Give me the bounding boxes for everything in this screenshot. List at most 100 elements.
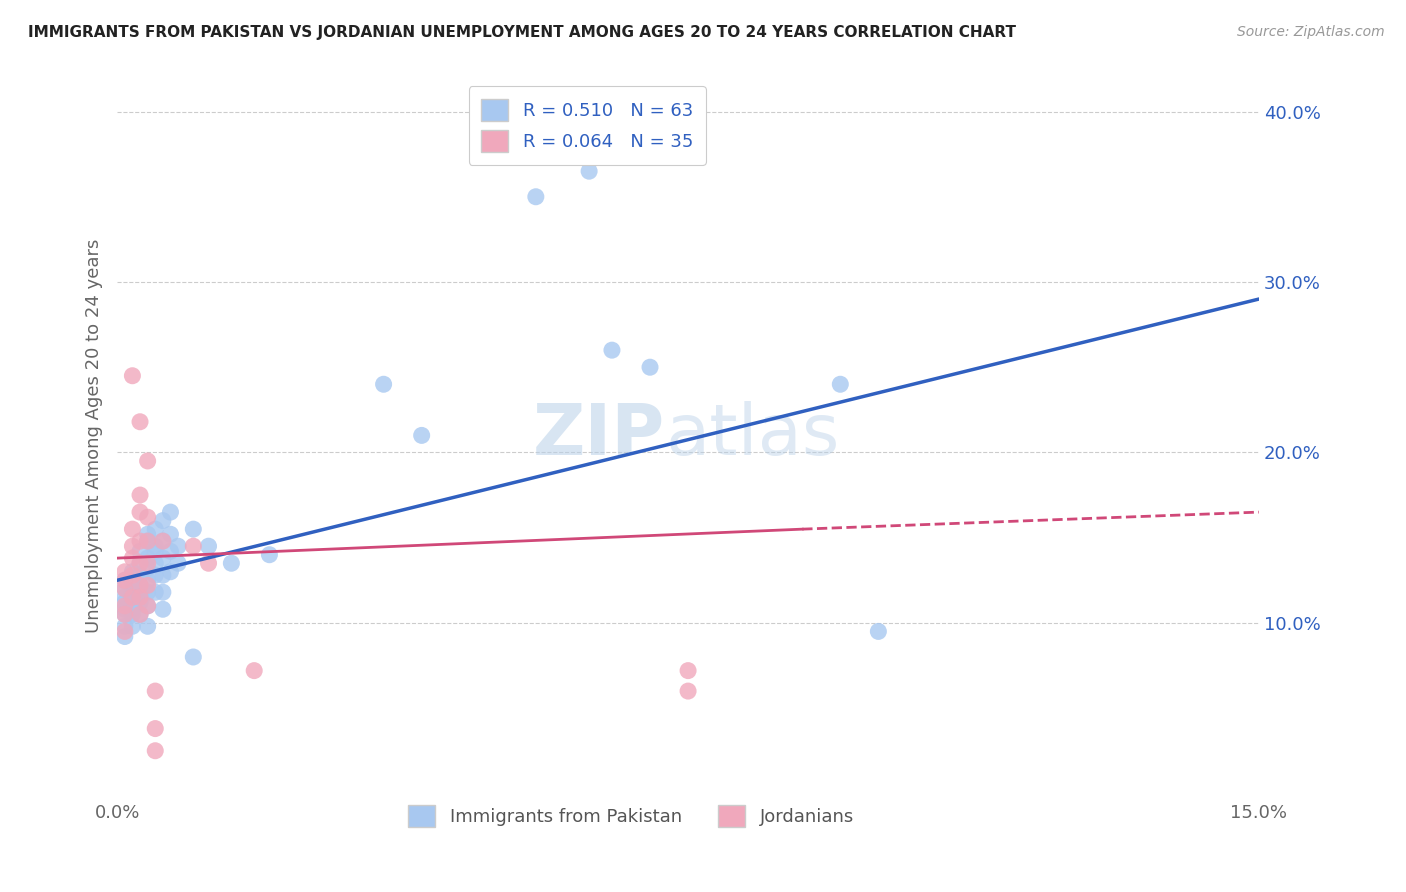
Point	[243, 664, 266, 678]
Point	[181, 650, 204, 665]
Point	[143, 539, 166, 553]
Point	[136, 534, 159, 549]
Point	[136, 510, 159, 524]
Point	[121, 568, 143, 582]
Point	[181, 522, 204, 536]
Point	[129, 415, 152, 429]
Point	[524, 190, 547, 204]
Point	[129, 595, 152, 609]
Point	[129, 556, 152, 570]
Point	[159, 505, 181, 519]
Point	[136, 619, 159, 633]
Point	[167, 556, 190, 570]
Point	[121, 368, 143, 383]
Point	[868, 624, 890, 639]
Point	[152, 602, 174, 616]
Point	[114, 607, 136, 622]
Point	[159, 544, 181, 558]
Point	[129, 591, 152, 605]
Point	[830, 377, 852, 392]
Point	[129, 578, 152, 592]
Point	[676, 684, 699, 698]
Point	[136, 599, 159, 613]
Point	[159, 565, 181, 579]
Point	[114, 591, 136, 605]
Point	[129, 488, 152, 502]
Point	[114, 599, 136, 613]
Point	[638, 360, 661, 375]
Point	[600, 343, 623, 358]
Point	[121, 591, 143, 605]
Point	[411, 428, 433, 442]
Point	[114, 565, 136, 579]
Point	[114, 574, 136, 588]
Point	[121, 599, 143, 613]
Point	[129, 568, 152, 582]
Point	[143, 522, 166, 536]
Point	[136, 585, 159, 599]
Point	[143, 544, 166, 558]
Point	[136, 599, 159, 613]
Point	[121, 591, 143, 605]
Point	[197, 556, 219, 570]
Point	[136, 527, 159, 541]
Point	[129, 607, 152, 622]
Point	[121, 565, 143, 579]
Point	[114, 624, 136, 639]
Point	[129, 534, 152, 549]
Point	[143, 744, 166, 758]
Point	[121, 574, 143, 588]
Point	[114, 630, 136, 644]
Point	[121, 551, 143, 566]
Point	[578, 164, 600, 178]
Point	[167, 539, 190, 553]
Legend: Immigrants from Pakistan, Jordanians: Immigrants from Pakistan, Jordanians	[401, 798, 860, 834]
Point	[114, 574, 136, 588]
Point	[114, 602, 136, 616]
Point	[136, 561, 159, 575]
Text: Source: ZipAtlas.com: Source: ZipAtlas.com	[1237, 25, 1385, 39]
Point	[676, 664, 699, 678]
Text: atlas: atlas	[665, 401, 839, 470]
Point	[136, 574, 159, 588]
Point	[136, 534, 159, 549]
Text: IMMIGRANTS FROM PAKISTAN VS JORDANIAN UNEMPLOYMENT AMONG AGES 20 TO 24 YEARS COR: IMMIGRANTS FROM PAKISTAN VS JORDANIAN UN…	[28, 25, 1017, 40]
Point	[129, 578, 152, 592]
Point	[121, 585, 143, 599]
Point	[143, 556, 166, 570]
Point	[129, 556, 152, 570]
Point	[221, 556, 243, 570]
Point	[129, 591, 152, 605]
Point	[136, 556, 159, 570]
Point	[114, 607, 136, 622]
Point	[143, 568, 166, 582]
Point	[152, 551, 174, 566]
Point	[136, 454, 159, 468]
Point	[159, 527, 181, 541]
Point	[143, 722, 166, 736]
Point	[136, 551, 159, 566]
Text: ZIP: ZIP	[533, 401, 665, 470]
Point	[121, 607, 143, 622]
Point	[114, 619, 136, 633]
Point	[114, 595, 136, 609]
Point	[136, 578, 159, 592]
Point	[129, 607, 152, 622]
Point	[129, 585, 152, 599]
Point	[152, 585, 174, 599]
Point	[152, 534, 174, 549]
Point	[152, 514, 174, 528]
Point	[121, 539, 143, 553]
Point	[143, 585, 166, 599]
Y-axis label: Unemployment Among Ages 20 to 24 years: Unemployment Among Ages 20 to 24 years	[86, 238, 103, 632]
Point	[152, 534, 174, 549]
Point	[114, 582, 136, 596]
Point	[121, 522, 143, 536]
Point	[129, 505, 152, 519]
Point	[121, 619, 143, 633]
Point	[152, 568, 174, 582]
Point	[181, 539, 204, 553]
Point	[114, 582, 136, 596]
Point	[197, 539, 219, 553]
Point	[259, 548, 281, 562]
